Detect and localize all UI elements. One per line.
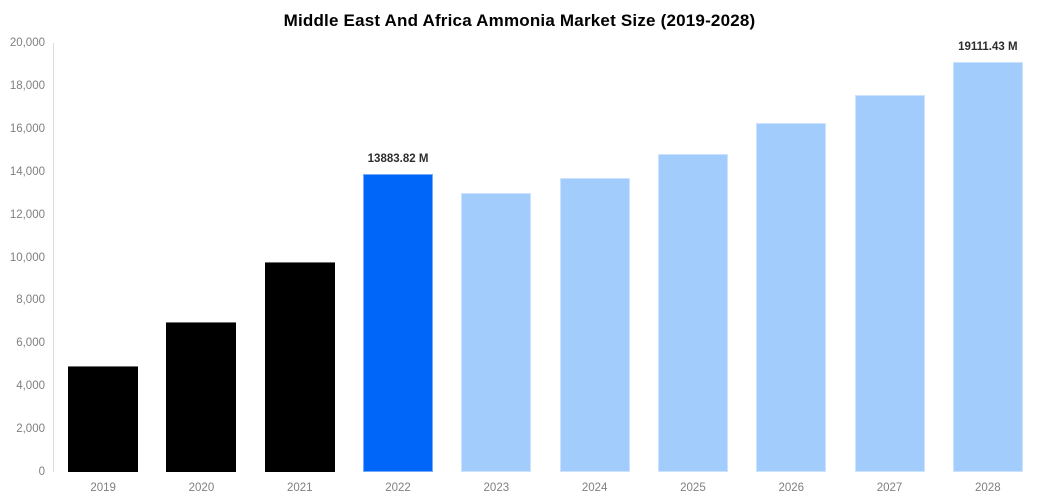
y-tick-label: 18,000 (9, 79, 45, 92)
chart-title: Middle East And Africa Ammonia Market Si… (283, 11, 756, 30)
bar-slot-2023: 2023 (447, 43, 545, 494)
bar-slot-2024: 2024 (546, 43, 644, 494)
x-tick-label-2027: 2027 (876, 482, 903, 494)
bar-slot-2019: 2019 (54, 43, 152, 494)
bar-2023 (461, 192, 532, 472)
x-tick-label-2023: 2023 (483, 482, 510, 494)
bar-slot-2021: 2021 (251, 43, 349, 494)
y-tick-label: 14,000 (9, 165, 45, 178)
y-tick-label: 6,000 (16, 337, 45, 350)
bar-slot-2027: 2027 (840, 43, 938, 494)
x-tick-label-2024: 2024 (581, 482, 608, 494)
y-tick-label: 0 (38, 466, 45, 478)
x-tick-label-2026: 2026 (778, 482, 805, 494)
y-tick-label: 10,000 (9, 251, 45, 264)
bar-value-label-2022: 13883.82 M (367, 153, 429, 166)
bar-slot-2025: 2025 (644, 43, 742, 494)
y-tick-label: 4,000 (16, 380, 45, 393)
y-tick-label: 8,000 (16, 294, 45, 307)
bar-slot-2028: 19111.43 M 2028 (939, 41, 1037, 494)
bar-slot-2020: 2020 (152, 43, 250, 494)
x-tick-label-2025: 2025 (680, 482, 706, 494)
bar-2025 (657, 154, 728, 472)
bar-2026 (756, 123, 827, 472)
x-tick-label-2019: 2019 (90, 482, 116, 494)
x-tick-label-2022: 2022 (385, 482, 411, 494)
plot-area: 2019 2020 2021 13883.82 M 2022 2023 2024 2025 20… (53, 41, 1037, 494)
bar-2024 (559, 177, 630, 472)
x-tick-label-2028: 2028 (975, 482, 1001, 494)
y-tick-label: 16,000 (9, 122, 45, 135)
x-tick-label-2020: 2020 (188, 482, 215, 494)
y-tick-label: 2,000 (16, 423, 45, 436)
bar-2028 (952, 62, 1023, 472)
y-tick-label: 20,000 (9, 37, 45, 49)
y-axis: 0 2,000 4,000 6,000 8,000 10,000 12,000 14,000 1… (0, 37, 45, 478)
bar-2027 (854, 94, 925, 472)
bar-slot-2026: 2026 (742, 43, 840, 494)
bar-value-label-2028: 19111.43 M (958, 41, 1018, 54)
bar-2021 (264, 262, 335, 472)
bar-2019 (68, 365, 139, 472)
bar-slot-2022: 13883.82 M 2022 (349, 43, 447, 494)
y-tick-label: 12,000 (9, 208, 45, 221)
bar-2022 (363, 174, 434, 472)
x-tick-label-2021: 2021 (286, 482, 313, 494)
bar-2020 (166, 322, 237, 472)
